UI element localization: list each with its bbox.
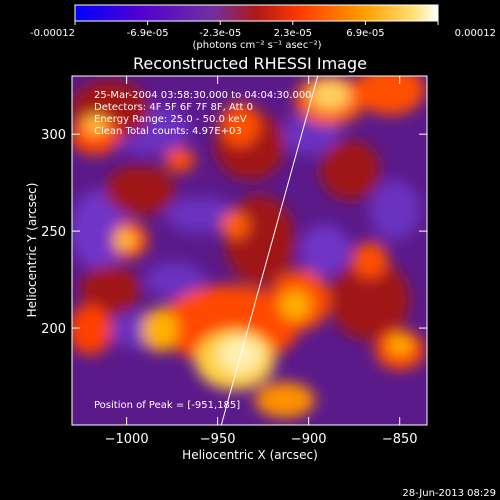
colorbar-tick-label: -0.00012	[30, 28, 75, 39]
x-tick-label: −1000	[105, 432, 149, 447]
annotation-time: 25-Mar-2004 03:58:30.000 to 04:04:30.000	[94, 90, 312, 101]
colorbar-unit-label: (photons cm⁻² s⁻¹ asec⁻²)	[192, 40, 321, 51]
annotation-detectors: Detectors: 4F 5F 6F 7F 8F, Att 0	[94, 102, 253, 113]
colorbar-tick-label: 2.3e-05	[274, 28, 312, 39]
y-axis-ticks: 200 250 300	[41, 128, 427, 337]
x-axis-ticks: −1000 −950 −900 −850	[105, 76, 418, 447]
plot-annotations: 25-Mar-2004 03:58:30.000 to 04:04:30.000…	[94, 90, 312, 411]
y-tick-label: 300	[41, 128, 66, 143]
colorbar-ticks: -0.00012 -6.9e-05 -2.3e-05 2.3e-05 6.9e-05 0.…	[30, 21, 496, 39]
annotation-energy: Energy Range: 25.0 - 50.0 keV	[94, 114, 247, 125]
colorbar	[74, 4, 439, 22]
footer-timestamp: 28-Jun-2013 08:29	[402, 488, 496, 499]
heatmap-image	[72, 76, 427, 425]
x-tick-label: −850	[382, 432, 418, 447]
y-tick-label: 250	[41, 225, 66, 240]
colorbar-tick-label: 0.00012	[455, 28, 496, 39]
y-axis-label: Heliocentric Y (arcsec)	[25, 183, 39, 318]
colorbar-tick-label: 6.9e-05	[346, 28, 384, 39]
annotation-peak: Position of Peak = [-951,185]	[94, 400, 240, 411]
colorbar-tick-label: -6.9e-05	[127, 28, 169, 39]
colorbar-tick-label: -2.3e-05	[199, 28, 241, 39]
annotation-clean: Clean Total counts: 4.97E+03	[94, 126, 242, 137]
solar-limb-line	[220, 75, 319, 426]
y-tick-label: 200	[41, 322, 66, 337]
plot-frame	[71, 75, 428, 426]
chart-title: Reconstructed RHESSI Image	[133, 54, 367, 73]
x-axis-label: Heliocentric X (arcsec)	[182, 448, 318, 462]
x-tick-label: −950	[200, 432, 236, 447]
x-tick-label: −900	[291, 432, 327, 447]
